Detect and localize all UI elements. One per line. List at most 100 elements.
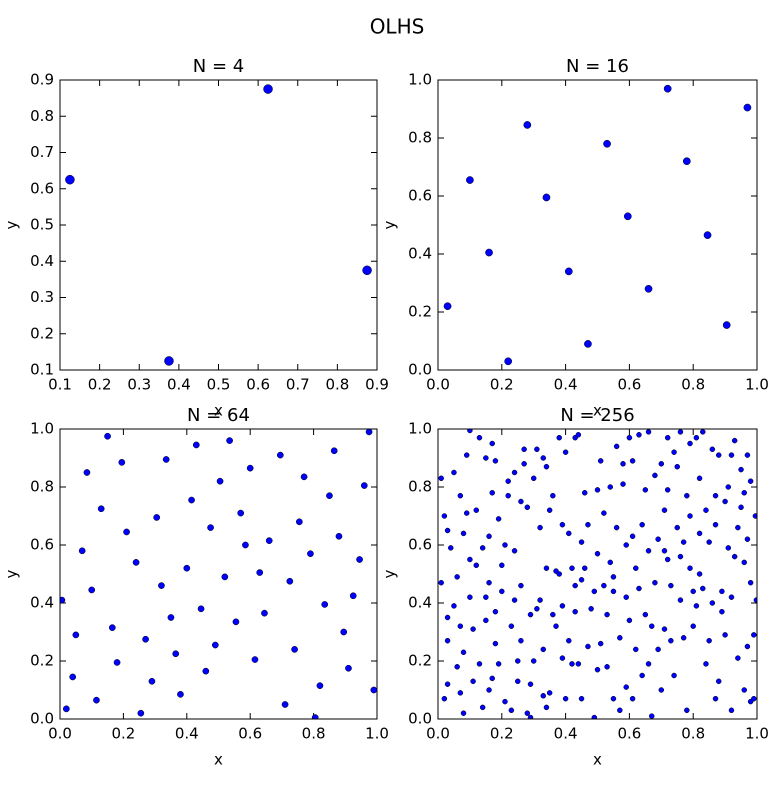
point (550, 611, 556, 618)
point (696, 571, 703, 577)
y-tick-label: 0.2 (408, 652, 432, 670)
point (197, 605, 205, 613)
point (550, 492, 556, 499)
point (709, 600, 716, 606)
point (636, 432, 642, 438)
x-axis-label: x (593, 751, 602, 769)
point (559, 603, 566, 609)
x-tick-label: 0.6 (617, 725, 641, 743)
point (613, 443, 620, 450)
point (629, 695, 636, 702)
point (467, 556, 473, 563)
point (460, 649, 467, 656)
subplot-title: N = 256 (560, 405, 634, 426)
point (530, 658, 537, 664)
point (524, 710, 531, 716)
point (693, 603, 700, 609)
point (521, 446, 527, 453)
point (725, 545, 732, 551)
point (335, 532, 343, 540)
point (712, 695, 719, 702)
point (639, 521, 645, 528)
point (738, 504, 744, 511)
point (502, 698, 508, 705)
point (60, 596, 66, 604)
y-axis-label: y (381, 220, 399, 229)
point (365, 429, 373, 436)
point (617, 707, 623, 714)
point (690, 588, 696, 595)
point (518, 637, 524, 644)
point (113, 659, 121, 666)
point (451, 603, 457, 609)
x-tick-label: 0.2 (490, 376, 514, 394)
x-tick-label: 0.6 (246, 376, 270, 394)
y-tick-label: 0.6 (408, 187, 432, 205)
point (728, 452, 735, 458)
point (543, 463, 550, 470)
point (668, 637, 674, 644)
point (300, 473, 308, 481)
point (664, 487, 671, 493)
point (489, 675, 495, 682)
point (511, 469, 518, 476)
point (232, 618, 240, 626)
y-tick-label: 0.1 (30, 361, 54, 379)
point (556, 571, 562, 577)
point (585, 643, 591, 650)
point (735, 655, 741, 661)
point (629, 458, 636, 464)
x-tick-label: 0.8 (681, 376, 705, 394)
point (444, 527, 451, 534)
point (744, 536, 751, 542)
point (594, 666, 601, 673)
point (164, 356, 174, 366)
point (546, 690, 553, 696)
point (443, 302, 452, 311)
point (687, 513, 693, 519)
point (118, 459, 126, 466)
point (467, 594, 473, 600)
point (751, 695, 757, 702)
point (735, 524, 741, 531)
x-tick-label: 0.0 (48, 725, 72, 743)
point (719, 588, 725, 595)
point (564, 267, 573, 276)
point (72, 631, 80, 639)
point (556, 434, 562, 441)
point (295, 518, 303, 526)
point (610, 695, 617, 702)
point (542, 193, 551, 202)
point (623, 594, 629, 600)
point (581, 565, 588, 571)
x-axis-label: x (214, 402, 223, 420)
point (457, 690, 464, 696)
x-tick-label: 0.5 (207, 376, 231, 394)
point (326, 492, 333, 500)
x-tick-label: 0.9 (365, 376, 389, 394)
point (263, 84, 273, 94)
point (620, 461, 626, 467)
point (629, 533, 636, 540)
point (444, 681, 451, 687)
y-tick-label: 0.2 (30, 324, 54, 342)
point (572, 582, 578, 589)
point (486, 687, 492, 693)
point (674, 463, 680, 470)
y-tick-label: 0.9 (30, 71, 54, 89)
point (601, 582, 607, 589)
point (438, 475, 444, 482)
point (591, 588, 598, 595)
x-tick-label: 0.8 (302, 725, 326, 743)
point (492, 608, 499, 615)
point (553, 623, 559, 629)
point (709, 446, 716, 453)
point (93, 696, 100, 704)
y-tick-label: 0.6 (30, 179, 54, 197)
point (137, 709, 145, 717)
x-tick-label: 0.6 (617, 376, 641, 394)
point (460, 710, 467, 716)
point (441, 695, 448, 702)
point (712, 492, 719, 499)
